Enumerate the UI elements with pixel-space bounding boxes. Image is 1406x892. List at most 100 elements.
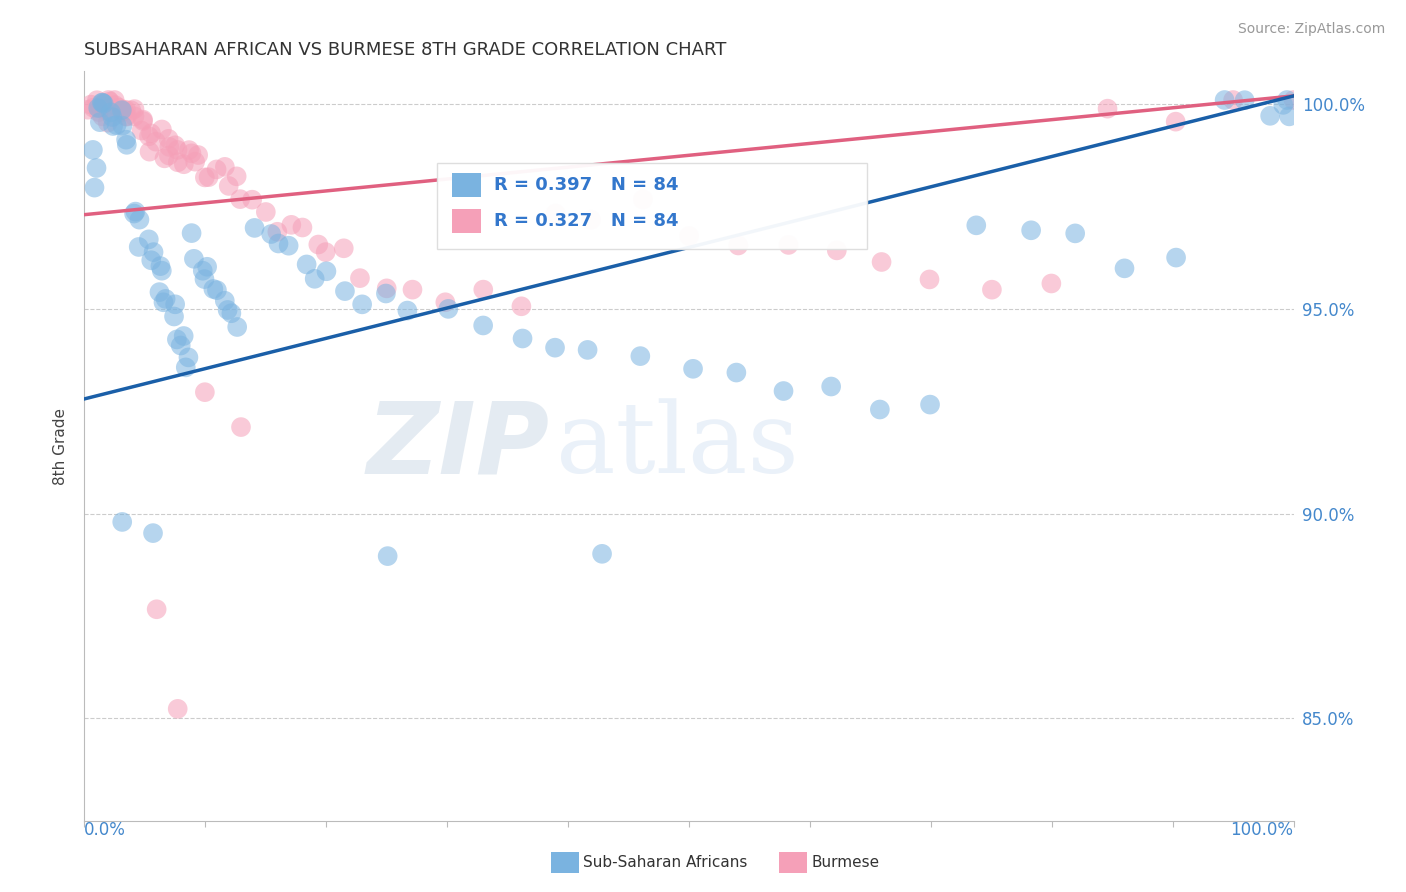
Point (157, 132, 180, 146)
Point (76, 103, 98, 117)
Point (510, 299, 533, 313)
Point (177, 143, 200, 157)
Point (352, 297, 374, 311)
Point (295, 257, 318, 271)
Point (87, 105, 110, 120)
Point (97, 116, 120, 130)
Point (315, 264, 337, 278)
Point (184, 154, 207, 169)
Text: Sub-Saharan Africans: Sub-Saharan Africans (583, 855, 748, 870)
Text: SUBSAHARAN AFRICAN VS BURMESE 8TH GRADE CORRELATION CHART: SUBSAHARAN AFRICAN VS BURMESE 8TH GRADE … (84, 41, 727, 59)
Point (82, 101, 104, 115)
Point (682, 361, 704, 376)
Point (166, 155, 188, 169)
Point (132, 114, 155, 128)
Point (965, 219, 987, 233)
Point (254, 205, 277, 219)
Point (112, 103, 135, 118)
Point (180, 146, 202, 161)
Point (472, 318, 495, 333)
Point (153, 152, 176, 166)
Point (128, 212, 150, 227)
Point (157, 148, 180, 162)
Point (229, 420, 252, 434)
Point (132, 112, 155, 127)
Point (205, 162, 228, 177)
Point (110, 105, 132, 120)
Point (194, 170, 217, 185)
Point (105, 118, 128, 132)
Point (150, 122, 173, 136)
Point (166, 143, 188, 157)
Text: R = 0.397   N = 84: R = 0.397 N = 84 (495, 177, 679, 194)
Point (120, 103, 142, 118)
FancyBboxPatch shape (451, 210, 481, 233)
Point (124, 204, 146, 219)
Point (111, 119, 134, 133)
Point (89, 115, 111, 129)
Point (194, 385, 217, 400)
Point (180, 226, 202, 240)
Point (163, 310, 186, 324)
Point (114, 110, 136, 124)
Point (434, 295, 457, 310)
Point (94, 103, 117, 118)
Point (576, 343, 599, 357)
Point (138, 145, 160, 159)
Point (280, 218, 302, 232)
Point (93, 96, 115, 111)
Point (124, 109, 146, 123)
Point (149, 259, 172, 273)
Point (115, 133, 138, 147)
Point (579, 212, 602, 227)
Text: atlas: atlas (555, 398, 799, 494)
Point (111, 103, 134, 118)
Point (1275, 93, 1298, 107)
Point (82, 143, 104, 157)
Point (229, 192, 252, 206)
Point (772, 384, 794, 398)
Point (89, 101, 111, 115)
Text: 0.0%: 0.0% (84, 821, 127, 838)
Text: Burmese: Burmese (811, 855, 879, 870)
Point (166, 702, 188, 716)
Point (725, 366, 748, 380)
Point (591, 547, 613, 561)
Point (214, 160, 236, 174)
Point (918, 272, 941, 286)
Point (93, 96, 115, 111)
Point (142, 245, 165, 260)
Point (101, 110, 124, 124)
Point (138, 232, 160, 246)
Point (217, 302, 239, 317)
Point (131, 123, 153, 137)
Point (150, 263, 173, 277)
Point (266, 225, 288, 239)
Point (115, 137, 138, 152)
Point (1040, 277, 1063, 291)
Point (165, 138, 187, 153)
Point (291, 220, 314, 235)
Point (307, 237, 329, 252)
Point (333, 241, 356, 255)
Point (221, 306, 243, 320)
Point (277, 238, 299, 252)
Point (145, 135, 167, 149)
Point (80, 97, 103, 112)
Point (1019, 223, 1042, 237)
Point (165, 297, 187, 311)
Point (267, 236, 290, 251)
Point (145, 602, 167, 616)
Point (142, 526, 165, 541)
Point (170, 338, 193, 352)
Point (115, 110, 138, 124)
Point (86, 93, 108, 107)
Point (104, 93, 127, 107)
Point (90, 95, 112, 110)
Point (260, 227, 283, 241)
Point (1233, 93, 1256, 107)
Point (111, 515, 134, 529)
Point (86, 161, 108, 175)
Point (187, 148, 209, 162)
Point (678, 229, 700, 244)
